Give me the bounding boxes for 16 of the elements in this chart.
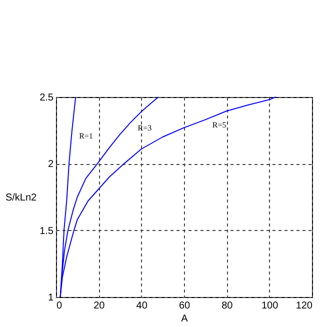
series-label: R=3 bbox=[138, 123, 152, 132]
x-tick-label: 80 bbox=[222, 300, 234, 312]
x-tick-label: 20 bbox=[94, 300, 106, 312]
x-tick-label: 100 bbox=[261, 300, 279, 312]
x-tick-label: 60 bbox=[178, 300, 190, 312]
y-tick-label: 2.5 bbox=[40, 92, 54, 104]
x-tick-label: 120 bbox=[296, 300, 313, 312]
series-label: R=1 bbox=[79, 131, 93, 140]
series-label: R=5 bbox=[212, 120, 226, 130]
x-tick-label: 0 bbox=[56, 300, 62, 312]
y-tick-label: 1.5 bbox=[40, 226, 54, 237]
x-tick-label: 40 bbox=[136, 300, 148, 312]
y-axis-title: S/kLn2 bbox=[5, 192, 38, 204]
y-tick-label: 1 bbox=[48, 292, 54, 304]
x-axis-title: A bbox=[181, 314, 188, 324]
y-tick-label: 2 bbox=[48, 159, 54, 170]
